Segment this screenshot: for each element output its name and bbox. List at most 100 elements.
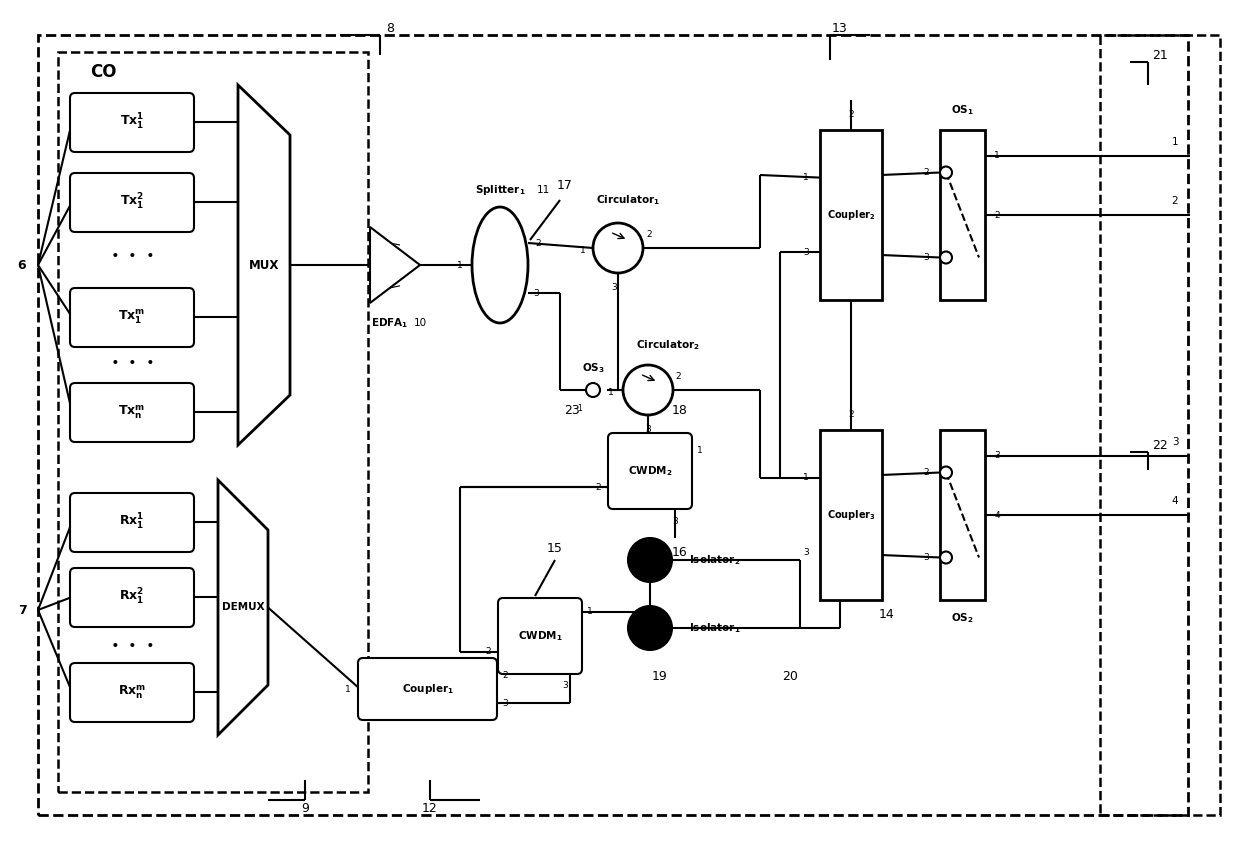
Text: 3: 3 — [562, 681, 568, 690]
Text: $\mathbf{Splitter_1}$: $\mathbf{Splitter_1}$ — [475, 183, 526, 197]
Ellipse shape — [472, 207, 528, 323]
Text: $\mathbf{Circulator_1}$: $\mathbf{Circulator_1}$ — [596, 193, 660, 207]
Bar — [940, 130, 985, 300]
Text: $\bullet$  $\bullet$  $\bullet$: $\bullet$ $\bullet$ $\bullet$ — [110, 355, 154, 369]
Text: 11: 11 — [537, 185, 549, 195]
Text: 1: 1 — [804, 473, 808, 482]
Text: 2: 2 — [848, 109, 854, 119]
Text: $\mathbf{Rx_n^m}$: $\mathbf{Rx_n^m}$ — [118, 683, 146, 701]
Text: 1: 1 — [804, 173, 808, 182]
FancyBboxPatch shape — [69, 173, 193, 232]
Text: 1: 1 — [580, 246, 585, 254]
Text: CO: CO — [91, 63, 117, 81]
Text: 16: 16 — [672, 546, 688, 558]
Polygon shape — [218, 480, 268, 735]
Text: 2: 2 — [1172, 196, 1178, 206]
Text: $\mathbf{CWDM_1}$: $\mathbf{CWDM_1}$ — [517, 629, 562, 643]
Circle shape — [940, 167, 952, 179]
Text: $\mathbf{Rx_1^1}$: $\mathbf{Rx_1^1}$ — [119, 512, 145, 532]
Text: 1: 1 — [697, 445, 703, 455]
Text: $\mathbf{Tx_1^m}$: $\mathbf{Tx_1^m}$ — [119, 308, 145, 326]
Bar — [58, 52, 368, 792]
Text: 1: 1 — [1172, 136, 1178, 147]
FancyBboxPatch shape — [498, 598, 582, 674]
Text: 2: 2 — [848, 409, 854, 418]
Text: 3: 3 — [645, 424, 651, 434]
Text: $\mathbf{EDFA_1}$: $\mathbf{EDFA_1}$ — [371, 316, 409, 330]
Circle shape — [587, 383, 600, 397]
FancyBboxPatch shape — [69, 663, 193, 722]
Text: 2: 2 — [676, 371, 681, 381]
Text: 3: 3 — [533, 289, 539, 297]
Text: $\mathbf{Isolator_2}$: $\mathbf{Isolator_2}$ — [689, 553, 740, 567]
FancyBboxPatch shape — [69, 383, 193, 442]
Circle shape — [940, 552, 952, 563]
Text: $\mathbf{CWDM_2}$: $\mathbf{CWDM_2}$ — [627, 464, 672, 478]
Text: 12: 12 — [422, 802, 438, 814]
Text: $\bullet$  $\bullet$  $\bullet$: $\bullet$ $\bullet$ $\bullet$ — [110, 248, 154, 262]
Text: 2: 2 — [536, 238, 541, 248]
FancyBboxPatch shape — [69, 493, 193, 552]
Text: 21: 21 — [1152, 49, 1168, 61]
Circle shape — [622, 365, 673, 415]
Text: 2: 2 — [595, 482, 601, 492]
FancyBboxPatch shape — [358, 658, 497, 720]
Polygon shape — [370, 227, 420, 303]
Text: $\mathbf{OS_3}$: $\mathbf{OS_3}$ — [582, 361, 604, 375]
Text: 2: 2 — [502, 670, 508, 679]
Text: 3: 3 — [672, 516, 678, 525]
Text: 3: 3 — [923, 253, 929, 262]
Bar — [820, 130, 882, 300]
Text: 2: 2 — [924, 168, 929, 177]
Circle shape — [940, 466, 952, 478]
Bar — [1100, 35, 1220, 815]
Text: 17: 17 — [557, 179, 573, 191]
Text: $\mathbf{Coupler_3}$: $\mathbf{Coupler_3}$ — [827, 508, 875, 522]
Text: 2: 2 — [485, 647, 491, 657]
Text: $\mathbf{Tx_1^2}$: $\mathbf{Tx_1^2}$ — [120, 192, 144, 212]
Text: 2: 2 — [646, 230, 652, 238]
Text: $\mathbf{Isolator_1}$: $\mathbf{Isolator_1}$ — [689, 621, 740, 635]
Text: $\mathbf{OS_2}$: $\mathbf{OS_2}$ — [951, 611, 973, 625]
Circle shape — [627, 606, 672, 650]
Text: $\mathbf{Tx_n^m}$: $\mathbf{Tx_n^m}$ — [119, 403, 145, 421]
Text: $\mathbf{Rx_1^2}$: $\mathbf{Rx_1^2}$ — [119, 587, 145, 607]
Text: 2: 2 — [994, 210, 999, 220]
Text: 1: 1 — [458, 260, 463, 269]
Text: $\bullet$  $\bullet$  $\bullet$: $\bullet$ $\bullet$ $\bullet$ — [110, 638, 154, 652]
Text: 4: 4 — [994, 510, 999, 520]
Text: 6: 6 — [17, 258, 26, 271]
Text: 1: 1 — [994, 151, 999, 160]
Text: 23: 23 — [564, 403, 580, 417]
Text: 19: 19 — [652, 669, 668, 683]
Text: 3: 3 — [502, 699, 508, 707]
Text: 3: 3 — [1172, 436, 1178, 446]
Circle shape — [940, 252, 952, 264]
Polygon shape — [238, 85, 290, 445]
Text: MUX: MUX — [249, 258, 279, 271]
Text: 1: 1 — [587, 607, 593, 616]
Text: $\mathbf{Tx_1^1}$: $\mathbf{Tx_1^1}$ — [120, 112, 144, 132]
Text: $\mathbf{Coupler_1}$: $\mathbf{Coupler_1}$ — [402, 682, 454, 696]
Text: 4: 4 — [1172, 496, 1178, 506]
Text: $\mathbf{OS_1}$: $\mathbf{OS_1}$ — [951, 103, 973, 117]
Text: 3: 3 — [611, 283, 616, 291]
Text: 20: 20 — [782, 669, 797, 683]
FancyBboxPatch shape — [69, 568, 193, 627]
Text: 3: 3 — [804, 248, 808, 257]
Text: 2: 2 — [924, 468, 929, 477]
FancyBboxPatch shape — [69, 93, 193, 152]
Text: 1: 1 — [345, 685, 351, 694]
Text: 3: 3 — [804, 548, 808, 557]
Text: 15: 15 — [547, 541, 563, 555]
Text: 13: 13 — [832, 22, 848, 35]
Text: 9: 9 — [301, 802, 309, 814]
Text: 10: 10 — [413, 318, 427, 328]
Circle shape — [593, 223, 644, 273]
Text: 18: 18 — [672, 403, 688, 417]
Circle shape — [627, 538, 672, 582]
Text: $\mathbf{Coupler_2}$: $\mathbf{Coupler_2}$ — [827, 208, 875, 222]
Text: 8: 8 — [386, 22, 394, 35]
Bar — [940, 430, 985, 600]
Text: 3: 3 — [994, 451, 999, 460]
